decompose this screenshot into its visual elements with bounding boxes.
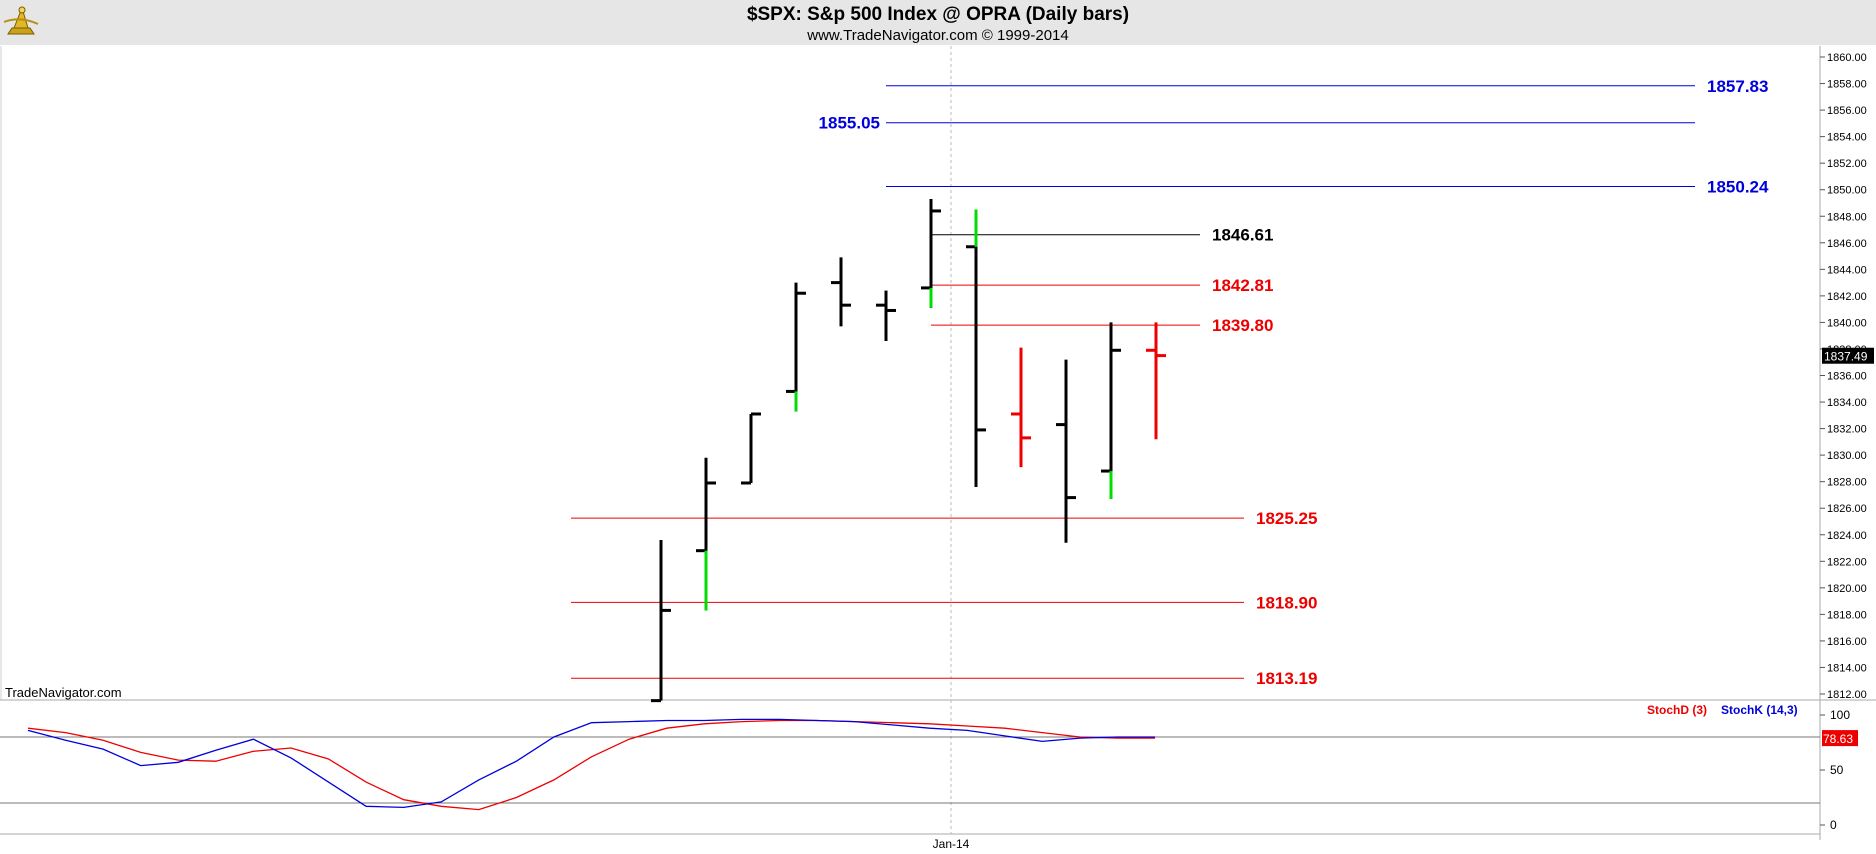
ohlc-bar bbox=[1146, 322, 1166, 440]
ohlc-bar bbox=[1056, 359, 1076, 543]
stoch-series-line bbox=[27, 719, 1155, 811]
chart-title: $SPX: S&p 500 Index @ OPRA (Daily bars) bbox=[747, 4, 1129, 25]
ohlc-bar bbox=[1101, 322, 1121, 499]
y-tick-label: 1842.00 bbox=[1827, 291, 1867, 303]
y-tick-label: 1856.00 bbox=[1827, 105, 1867, 117]
ohlc-bars bbox=[651, 198, 1166, 703]
support-resistance-levels: 1857.83 1855.05 1850.24 1846.61 1842.81 1839.… bbox=[571, 77, 1769, 688]
stoch-series-line bbox=[27, 718, 1155, 809]
stoch-last-value-label: 78.63 bbox=[1823, 732, 1853, 746]
y-tick-label: 1836.00 bbox=[1827, 371, 1867, 383]
stochastic-panel: 100 50 0 StochD (3) StochK (14,3) 78.63 bbox=[0, 703, 1858, 832]
y-tick-label: 1860.00 bbox=[1827, 52, 1867, 64]
trade-navigator-logo-icon bbox=[3, 4, 39, 36]
ohlc-bar bbox=[831, 257, 851, 327]
stoch-tick-label: 0 bbox=[1830, 818, 1837, 832]
y-tick-label: 1850.00 bbox=[1827, 185, 1867, 197]
y-tick-label: 1858.00 bbox=[1827, 79, 1867, 91]
level-label: 1842.81 bbox=[1212, 276, 1273, 295]
watermark-text: TradeNavigator.com bbox=[5, 685, 122, 700]
level-label: 1850.24 bbox=[1707, 178, 1769, 197]
ohlc-bar bbox=[876, 290, 896, 341]
x-axis-date-label: Jan-14 bbox=[933, 837, 970, 851]
stochastic-reference-lines bbox=[0, 736, 1820, 804]
header-band bbox=[0, 0, 1876, 45]
stoch-tick-label: 100 bbox=[1830, 708, 1850, 722]
last-price-tag: 1837.49 bbox=[1822, 347, 1874, 364]
ohlc-bar bbox=[651, 540, 671, 703]
y-tick-label: 1822.00 bbox=[1827, 556, 1867, 568]
level-label: 1857.83 bbox=[1707, 77, 1768, 96]
legend-stoch-d: StochD (3) bbox=[1647, 703, 1707, 717]
y-tick-label: 1820.00 bbox=[1827, 583, 1867, 595]
y-tick-label: 1832.00 bbox=[1827, 424, 1867, 436]
y-tick-label: 1828.00 bbox=[1827, 477, 1867, 489]
y-tick-label: 1816.00 bbox=[1827, 636, 1867, 648]
chart-subtitle: www.TradeNavigator.com © 1999-2014 bbox=[806, 27, 1068, 44]
level-label: 1825.25 bbox=[1256, 509, 1317, 528]
level-label: 1839.80 bbox=[1212, 316, 1273, 335]
last-price-label: 1837.49 bbox=[1824, 350, 1868, 364]
y-tick-label: 1818.00 bbox=[1827, 609, 1867, 621]
y-tick-label: 1824.00 bbox=[1827, 530, 1867, 542]
y-tick-label: 1848.00 bbox=[1827, 211, 1867, 223]
stoch-tick-label: 50 bbox=[1830, 763, 1844, 777]
y-tick-label: 1834.00 bbox=[1827, 397, 1867, 409]
stoch-last-value-tag: 78.63 bbox=[1822, 730, 1858, 747]
level-label: 1813.19 bbox=[1256, 669, 1317, 688]
y-tick-label: 1826.00 bbox=[1827, 503, 1867, 515]
ohlc-bar bbox=[1011, 347, 1031, 468]
level-label: 1818.90 bbox=[1256, 593, 1317, 612]
y-tick-label: 1840.00 bbox=[1827, 317, 1867, 329]
price-panel: 1860.00 1858.00 1856.00 1854.00 1852.00 1850.… bbox=[0, 46, 1876, 840]
y-tick-label: 1812.00 bbox=[1827, 689, 1867, 701]
legend-stoch-k: StochK (14,3) bbox=[1721, 703, 1798, 717]
stochastic-y-axis-ticks: 100 50 0 bbox=[1820, 708, 1850, 832]
ohlc-bar bbox=[741, 412, 761, 485]
level-label: 1855.05 bbox=[819, 114, 880, 133]
y-tick-label: 1854.00 bbox=[1827, 132, 1867, 144]
stochastic-lines bbox=[27, 718, 1155, 811]
y-tick-label: 1814.00 bbox=[1827, 662, 1867, 674]
ohlc-bar bbox=[966, 209, 986, 487]
y-tick-label: 1852.00 bbox=[1827, 158, 1867, 170]
y-tick-label: 1846.00 bbox=[1827, 238, 1867, 250]
y-axis-ticks: 1860.00 1858.00 1856.00 1854.00 1852.00 1850.… bbox=[1820, 52, 1867, 701]
y-tick-label: 1830.00 bbox=[1827, 450, 1867, 462]
y-tick-label: 1844.00 bbox=[1827, 264, 1867, 276]
ohlc-bar bbox=[786, 282, 806, 412]
level-label: 1846.61 bbox=[1212, 226, 1273, 245]
